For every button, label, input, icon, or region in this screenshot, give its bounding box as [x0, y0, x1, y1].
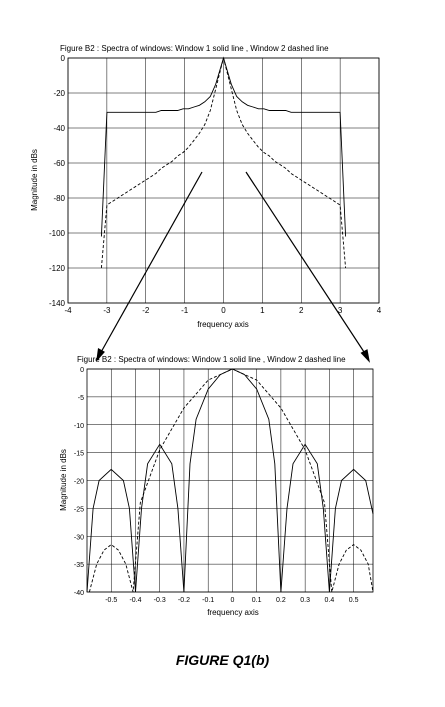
plot-1-grid [67, 57, 380, 304]
p1-xtick-label-2: -2 [142, 306, 150, 315]
plot-1-title: Figure B2 : Spectra of windows: Window 1… [60, 44, 329, 53]
p1-xtick-label-6: 2 [299, 306, 304, 315]
plot-2-frame [86, 368, 374, 593]
plot-2-title: Figure B2 : Spectra of windows: Window 1… [77, 355, 346, 364]
zoom-arrow-left-head [96, 348, 105, 362]
plot-1-tick-labels: -4 -3 -2 -1 0 1 2 3 4 0 -20 -40 -60 -80 -100 -120 -140 [49, 54, 382, 315]
p2-ytick-label-7: -35 [74, 562, 84, 569]
p2-xtick-label-9: 0.4 [325, 597, 335, 604]
p2-xtick-label-2: -0.3 [154, 597, 166, 604]
p2-xtick-label-3: -0.2 [178, 597, 190, 604]
p2-ytick-label-6: -30 [74, 534, 84, 541]
p1-ytick-label-4: -80 [53, 194, 65, 203]
p1-xtick-label-4: 0 [221, 306, 226, 315]
p1-ytick-label-7: -140 [49, 299, 66, 308]
p1-xtick-label-1: -3 [103, 306, 111, 315]
p2-ytick-label-5: -25 [74, 506, 84, 513]
p1-xtick-label-8: 4 [377, 306, 382, 315]
p2-xtick-label-4: -0.1 [202, 597, 214, 604]
p2-xtick-label-5: 0 [230, 597, 234, 604]
p1-xtick-label-3: -1 [181, 306, 189, 315]
p1-xtick-label-5: 1 [260, 306, 265, 315]
p2-ytick-label-1: -5 [78, 395, 84, 402]
p2-ytick-label-4: -20 [74, 479, 84, 486]
p1-xtick-label-7: 3 [338, 306, 343, 315]
p2-xtick-label-6: 0.1 [252, 597, 262, 604]
p1-ytick-label-2: -40 [53, 124, 65, 133]
plot-1-xlabel: frequency axis [197, 320, 249, 329]
plot-2-grid [87, 368, 373, 593]
plot-2-ylabel: Magnitude in dBs [59, 449, 68, 511]
p1-ytick-label-5: -100 [49, 229, 66, 238]
plot-1-ylabel: Magnitude in dBs [30, 149, 39, 211]
p1-xtick-label-0: -4 [64, 306, 72, 315]
p2-xtick-label-1: -0.4 [129, 597, 141, 604]
p1-ytick-label-1: -20 [53, 89, 65, 98]
zoom-arrow-right [245, 171, 367, 356]
p2-xtick-label-8: 0.3 [300, 597, 310, 604]
plot-1-frame [67, 57, 380, 304]
figure-caption: FIGURE Q1(b) [175, 652, 270, 668]
zoom-arrows [96, 171, 370, 363]
p2-ytick-label-2: -10 [74, 423, 84, 430]
p1-ytick-label-6: -120 [49, 264, 66, 273]
zoom-arrow-left [99, 171, 203, 355]
p2-ytick-label-8: -40 [74, 590, 84, 597]
plot-2-xlabel: frequency axis [207, 608, 259, 617]
plot-2-tick-labels: -0.5 -0.4 -0.3 -0.2 -0.1 0 0.1 0.2 0.3 0.4 0.5 0 -5 -… [74, 367, 359, 604]
p2-xtick-label-10: 0.5 [349, 597, 359, 604]
zoom-arrow-right-head [360, 349, 370, 363]
p2-ytick-label-3: -15 [74, 451, 84, 458]
p1-ytick-label-0: 0 [61, 54, 66, 63]
p2-xtick-label-0: -0.5 [105, 597, 117, 604]
p1-ytick-label-3: -60 [53, 159, 65, 168]
p2-ytick-label-0: 0 [80, 367, 84, 374]
plot-2: Figure B2 : Spectra of windows: Window 1… [59, 355, 374, 617]
p2-xtick-label-7: 0.2 [276, 597, 286, 604]
plot-1: Figure B2 : Spectra of windows: Window 1… [30, 44, 382, 329]
